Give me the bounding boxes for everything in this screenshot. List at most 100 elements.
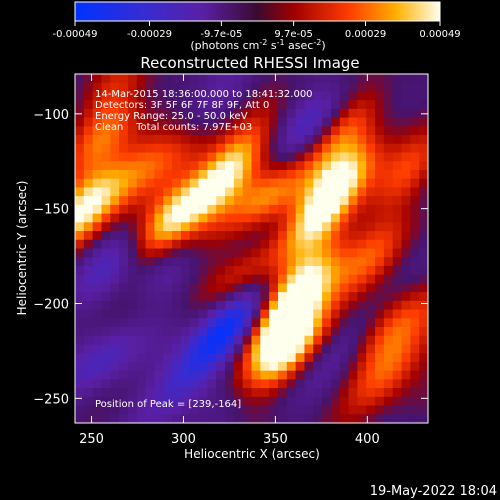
heatmap-cell <box>339 300 350 311</box>
heatmap-cell <box>198 353 208 363</box>
heatmap-cell <box>110 248 120 258</box>
heatmap-cell <box>75 318 85 328</box>
heatmap-cell <box>75 248 85 258</box>
heatmap-cell <box>119 265 129 276</box>
heatmap-cell <box>348 327 358 337</box>
heatmap-cell <box>110 91 120 101</box>
heatmap-cell <box>401 91 411 101</box>
heatmap-cell <box>260 74 270 84</box>
heatmap-cell <box>145 274 156 284</box>
heatmap-cell <box>233 248 244 258</box>
heatmap-cell <box>75 405 85 415</box>
heatmap-cell <box>375 143 385 154</box>
heatmap-cell <box>322 344 332 354</box>
heatmap-cell <box>313 91 323 101</box>
heatmap-cell <box>348 388 358 398</box>
heatmap-cell <box>392 135 403 145</box>
heatmap-cell <box>286 100 297 110</box>
heatmap-cell <box>225 126 235 136</box>
heatmap-cell <box>172 187 182 197</box>
heatmap-cell <box>92 309 103 319</box>
heatmap-cell <box>242 126 253 136</box>
heatmap-cell <box>119 388 129 398</box>
heatmap-cell <box>110 318 120 328</box>
heatmap-cell <box>216 283 226 293</box>
heatmap-cell <box>392 300 403 311</box>
heatmap-cell <box>269 204 279 215</box>
heatmap-cell <box>154 379 164 389</box>
heatmap-cell <box>366 353 376 363</box>
heatmap-cell <box>225 379 235 389</box>
heatmap-cell <box>286 283 297 293</box>
heatmap-cell <box>269 379 279 389</box>
heatmap-cell <box>330 300 341 311</box>
heatmap-cell <box>330 178 341 189</box>
heatmap-cell <box>392 248 403 258</box>
heatmap-cell <box>225 152 235 162</box>
heatmap-cell <box>83 370 94 380</box>
heatmap-cell <box>154 300 164 311</box>
heatmap-cell <box>260 292 270 302</box>
heatmap-cell <box>83 161 94 171</box>
heatmap-cell <box>348 126 358 136</box>
heatmap-cell <box>348 204 358 215</box>
heatmap-cell <box>277 91 288 101</box>
heatmap-cell <box>92 370 103 380</box>
heatmap-cell <box>419 204 428 215</box>
heatmap-cell <box>304 82 314 93</box>
heatmap-cell <box>127 344 138 354</box>
heatmap-cell <box>366 344 376 354</box>
heatmap-cell <box>119 405 129 415</box>
heatmap-cell <box>392 196 403 206</box>
heatmap-cell <box>198 239 208 250</box>
heatmap-cell <box>92 361 103 372</box>
heatmap-cell <box>75 274 85 284</box>
heatmap-cell <box>189 257 200 267</box>
heatmap-cell <box>339 213 350 223</box>
heatmap-cell <box>233 388 244 398</box>
heatmap-cell <box>251 135 261 145</box>
heatmap-cell <box>366 274 376 284</box>
heatmap-cell <box>198 292 208 302</box>
heatmap-cell <box>145 309 156 319</box>
heatmap-cell <box>322 117 332 127</box>
heatmap-cell <box>207 309 217 319</box>
heatmap-cell <box>357 274 367 284</box>
heatmap-cell <box>136 335 147 346</box>
heatmap-cell <box>145 379 156 389</box>
heatmap-cell <box>233 100 244 110</box>
heatmap-cell <box>277 74 288 84</box>
heatmap-cell <box>357 108 367 119</box>
heatmap-cell <box>189 370 200 380</box>
heatmap-cell <box>401 370 411 380</box>
heatmap-cell <box>383 126 394 136</box>
heatmap-cell <box>110 169 120 180</box>
heatmap-cell <box>366 361 376 372</box>
heatmap-cell <box>375 135 385 145</box>
heatmap-cell <box>180 143 191 154</box>
heatmap-cell <box>172 257 182 267</box>
heatmap-cell <box>172 135 182 145</box>
heatmap-cell <box>127 213 138 223</box>
heatmap-cell <box>119 292 129 302</box>
heatmap-cell <box>189 327 200 337</box>
heatmap-cell <box>198 135 208 145</box>
heatmap-cell <box>260 283 270 293</box>
heatmap-cell <box>383 82 394 93</box>
heatmap-cell <box>225 405 235 415</box>
heatmap-cell <box>313 108 323 119</box>
heatmap-cell <box>304 370 314 380</box>
heatmap-cell <box>180 117 191 127</box>
heatmap-cell <box>251 405 261 415</box>
heatmap-cell <box>357 204 367 215</box>
heatmap-cell <box>304 292 314 302</box>
heatmap-cell <box>401 405 411 415</box>
heatmap-cell <box>233 196 244 206</box>
x-tick-label: 350 <box>263 432 288 447</box>
heatmap-cell <box>145 239 156 250</box>
heatmap-cell <box>304 344 314 354</box>
heatmap-cell <box>163 370 173 380</box>
heatmap-cell <box>330 265 341 276</box>
heatmap-cell <box>348 379 358 389</box>
heatmap-cell <box>419 178 428 189</box>
